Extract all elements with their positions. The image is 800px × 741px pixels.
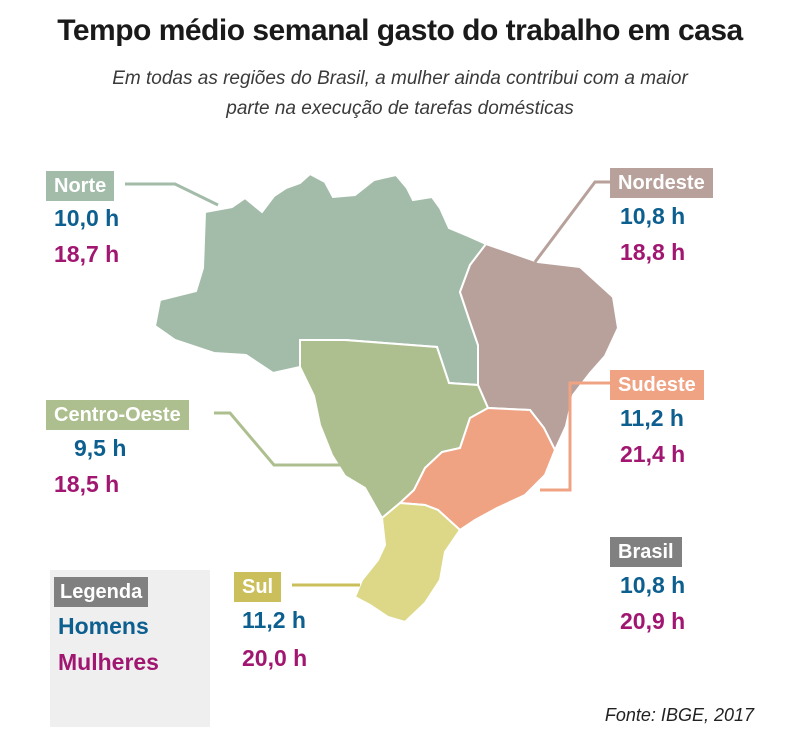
nordeste-women-value: 18,8 h [620, 239, 686, 265]
leader-line-sudeste [540, 381, 610, 492]
label-centro-oeste: Centro-Oeste [46, 400, 189, 430]
map-title: Tempo médio semanal gasto do trabalho em… [57, 14, 743, 47]
nordeste-men-value: 10,8 h [620, 203, 686, 229]
leader-line-nordeste [533, 180, 610, 263]
legend-men: Homens [58, 613, 149, 639]
centro-oeste-women-value: 18,5 h [54, 471, 120, 497]
norte-women-value: 18,7 h [54, 241, 120, 267]
label-nordeste: Nordeste [610, 168, 713, 198]
label-norte: Norte [46, 171, 115, 201]
sul-women-value: 20,0 h [242, 645, 308, 671]
norte-men-value: 10,0 h [54, 205, 120, 231]
brasil-men-value: 10,8 h [620, 572, 686, 598]
label-sul: Sul [234, 572, 282, 602]
legend-women: Mulheres [58, 649, 159, 675]
leader-line-norte [125, 182, 219, 207]
region-sul [353, 501, 462, 624]
label-brasil: Brasil [610, 537, 682, 567]
source-note: Fonte: IBGE, 2017 [604, 705, 754, 725]
sudeste-women-value: 21,4 h [620, 441, 686, 467]
map-subtitle: Em todas as regiões do Brasil, a mulher … [40, 64, 760, 124]
label-sudeste: Sudeste [610, 370, 704, 400]
sudeste-men-value: 11,2 h [620, 405, 684, 431]
sul-men-value: 11,2 h [242, 607, 306, 633]
legend-title: Legenda [54, 577, 149, 607]
brasil-women-value: 20,9 h [620, 608, 686, 634]
centro-oeste-men-value: 9,5 h [74, 435, 127, 461]
leader-line-centro-oeste [214, 411, 345, 467]
subtitle-line-2: parte na execução de tarefas domésticas [226, 98, 574, 119]
subtitle-line-1: Em todas as regiões do Brasil, a mulher … [112, 68, 688, 89]
